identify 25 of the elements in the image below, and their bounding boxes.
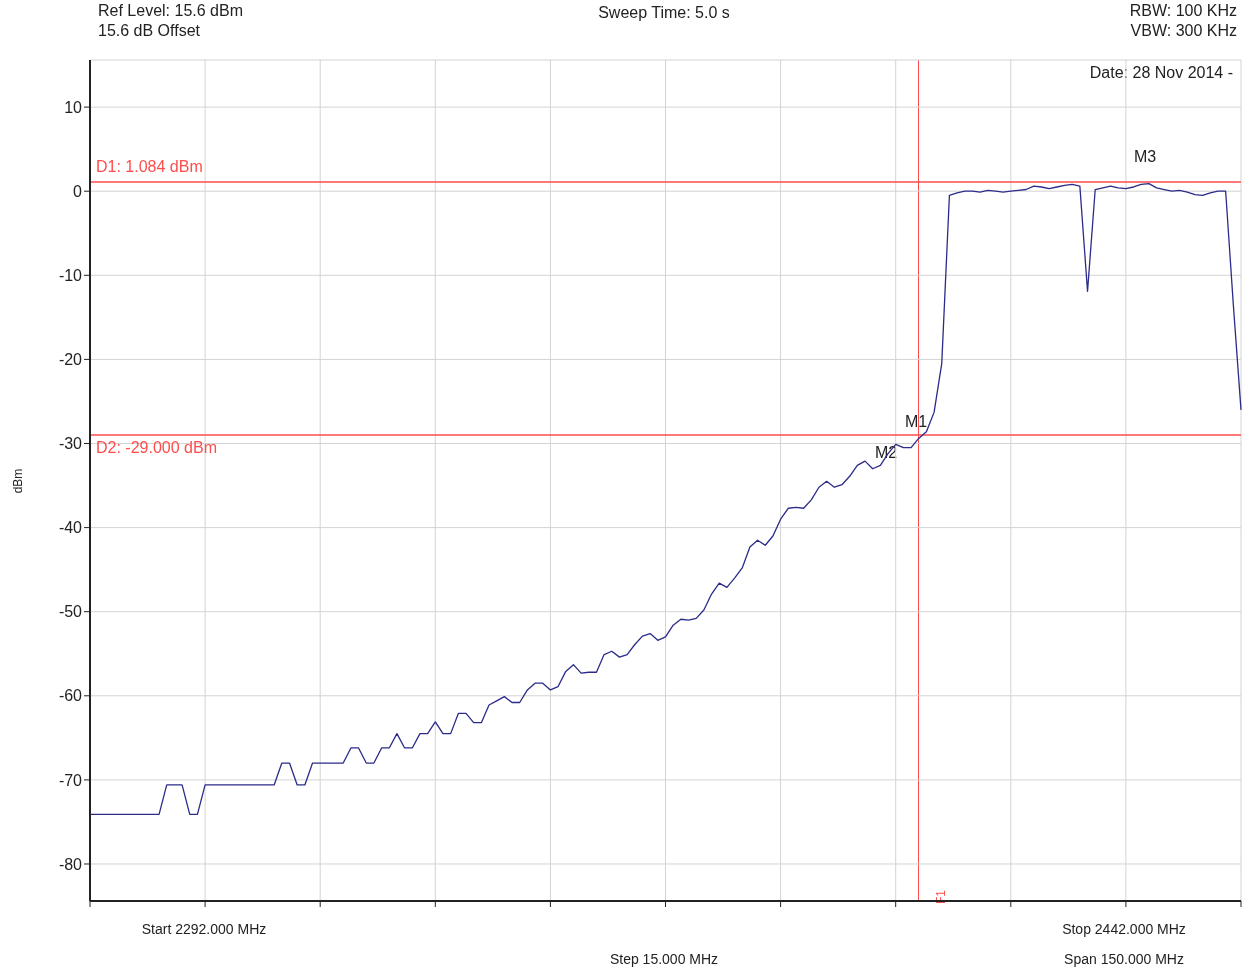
- y-tick-label: -80: [58, 855, 83, 873]
- text: Span 150.000 MHz: [1064, 950, 1184, 968]
- y-tick-label: -10: [58, 266, 83, 284]
- ref-line-label: D2: -29.000 dBm: [96, 439, 217, 457]
- annotation: M3: [1133, 148, 1157, 166]
- chart-title: Sweep Time: 5.0 s: [598, 4, 730, 22]
- text: 15.6 dB Offset: [98, 22, 200, 40]
- y-tick-label: -60: [58, 687, 83, 705]
- y-axis-title: dBm: [11, 468, 25, 493]
- text: Stop 2442.000 MHz: [1062, 920, 1186, 938]
- text: VBW: 300 KHz: [1130, 22, 1237, 40]
- text: Step 15.000 MHz: [609, 950, 719, 968]
- text: Ref Level: 15.6 dBm: [98, 2, 243, 20]
- y-tick-label: -40: [58, 519, 83, 537]
- y-tick-label: -50: [58, 603, 83, 621]
- text: RBW: 100 KHz: [1129, 2, 1237, 20]
- y-tick-label: -20: [58, 351, 83, 369]
- y-tick-label: -30: [58, 435, 83, 453]
- text: Start 2292.000 MHz: [141, 920, 267, 938]
- y-tick-label: -70: [58, 771, 83, 789]
- annotation: Date: 28 Nov 2014 -: [1089, 64, 1233, 82]
- line-series: [89, 182, 1242, 816]
- y-tick-label: 10: [64, 98, 83, 116]
- y-tick-label: 0: [73, 182, 83, 200]
- ref-line-label: D1: 1.084 dBm: [96, 158, 203, 176]
